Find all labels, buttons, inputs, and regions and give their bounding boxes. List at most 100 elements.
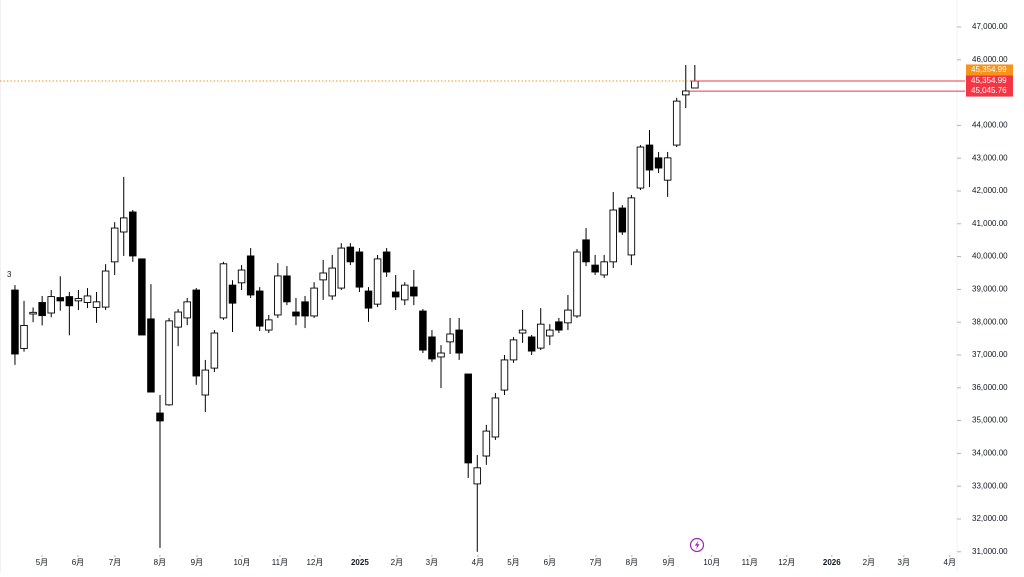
candle-body: [464, 373, 472, 464]
candle: [328, 254, 336, 300]
y-tick-label: 36,000.00: [972, 383, 1008, 392]
candle: [410, 270, 418, 306]
candle-body: [129, 211, 137, 257]
candle: [473, 455, 482, 552]
candle-body: [119, 217, 128, 233]
candle: [101, 264, 110, 311]
x-tick-label: 7月: [109, 558, 121, 567]
candle: [292, 297, 300, 326]
candle-body: [183, 301, 191, 319]
candle-body: [147, 318, 155, 393]
x-tick-label: 2月: [863, 558, 875, 567]
candle: [183, 297, 191, 326]
candle: [391, 274, 400, 311]
candle: [609, 191, 617, 269]
x-tick-label: 10月: [233, 558, 250, 567]
candle: [672, 97, 681, 148]
candle-body: [419, 310, 427, 351]
candle: [83, 288, 92, 309]
y-tick-label: 44,000.00: [972, 121, 1008, 130]
x-tick-label: 8月: [626, 558, 638, 567]
x-tick-label: 7月: [590, 558, 602, 567]
candle: [319, 259, 327, 300]
candle: [682, 65, 690, 109]
candle: [119, 176, 128, 256]
candle: [428, 330, 436, 362]
x-tick-label: 2月: [391, 558, 403, 567]
candle: [419, 309, 427, 354]
candle: [92, 292, 101, 323]
y-tick-label: 35,000.00: [972, 416, 1008, 425]
candle-body: [645, 144, 654, 171]
left-label: 3: [7, 270, 12, 279]
candle: [518, 310, 527, 343]
y-tick-label: 34,000.00: [972, 448, 1008, 457]
candle: [482, 424, 491, 465]
y-tick-label: 41,000.00: [972, 219, 1008, 228]
candle-body: [618, 207, 627, 233]
candle: [210, 330, 219, 373]
candle: [636, 145, 645, 191]
candle: [600, 254, 608, 278]
candle: [464, 373, 472, 478]
candle: [437, 345, 445, 389]
candle: [274, 263, 282, 318]
candle: [156, 395, 164, 548]
candle-body: [428, 336, 436, 360]
x-tick-label: 5月: [507, 558, 519, 567]
candle-body: [591, 264, 599, 273]
candle-body: [473, 467, 482, 485]
candle: [536, 308, 545, 351]
candle: [11, 285, 19, 365]
candle-body: [165, 320, 173, 406]
candle-body: [410, 286, 418, 297]
candle: [29, 307, 37, 323]
candle-body: [292, 311, 300, 317]
candle: [446, 317, 454, 355]
candle-body: [546, 329, 554, 337]
price-label-box: [966, 64, 1013, 76]
candle-body: [382, 251, 391, 273]
x-tick-label: 12月: [306, 558, 323, 567]
candle-body: [110, 227, 119, 263]
candle: [555, 317, 563, 334]
candle-body: [192, 289, 201, 377]
price-label: 45,354.99: [971, 65, 1007, 74]
candle: [382, 248, 391, 277]
candle: [500, 354, 509, 396]
candle-body: [609, 209, 617, 263]
candle: [74, 290, 83, 311]
candle-body: [328, 267, 336, 297]
x-tick-label: 4月: [944, 558, 956, 567]
candle-body: [564, 309, 572, 324]
x-tick-label: 11月: [272, 558, 288, 567]
candle-body: [527, 336, 536, 352]
candle-body: [92, 301, 101, 308]
x-tick-label: 6月: [72, 558, 84, 567]
candle-body: [174, 311, 182, 328]
candle: [219, 261, 228, 320]
candle-body: [401, 284, 409, 301]
candle-body: [283, 275, 291, 303]
candle-body: [74, 298, 83, 302]
candle: [564, 294, 572, 331]
candle: [401, 282, 409, 306]
candle: [255, 287, 264, 332]
candle-body: [219, 263, 228, 319]
candle: [237, 265, 246, 291]
lightning-icon[interactable]: [689, 537, 705, 553]
icon-bolt: [694, 540, 700, 550]
candle-body: [373, 258, 382, 305]
candle-body: [364, 290, 373, 309]
candle-body: [446, 333, 454, 343]
candle: [165, 317, 173, 406]
candle: [546, 324, 554, 346]
x-tick-label: 2026: [823, 558, 841, 567]
candle: [265, 314, 273, 334]
candle-body: [555, 321, 563, 331]
candle: [654, 151, 663, 173]
candle-body: [310, 287, 318, 317]
price-label-box: [966, 75, 1013, 87]
